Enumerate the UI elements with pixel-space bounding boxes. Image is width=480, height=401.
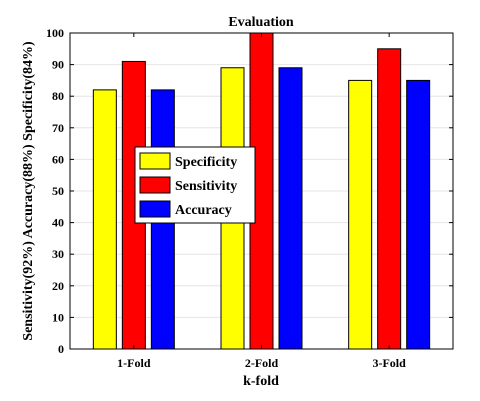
x-tick-label: 1-Fold: [117, 356, 151, 370]
legend-label-sensitivity: Sensitivity: [175, 179, 237, 194]
x-axis: 1-Fold 2-Fold 3-Fold: [117, 33, 406, 370]
y-tick-label: 0: [58, 342, 64, 356]
y-tick-label: 40: [52, 216, 64, 230]
y-axis: 0 10 20 30 40 50 60 70 80 90 100: [46, 26, 453, 356]
y-axis-label: Sensitivity(92%) Accuracy(88%) Specifici…: [21, 41, 36, 341]
y-tick-label: 100: [46, 26, 64, 40]
x-tick-label: 3-Fold: [372, 356, 406, 370]
legend-swatch-accuracy: [139, 200, 171, 218]
y-tick-label: 90: [52, 58, 64, 72]
bar-accuracy-2-fold: [278, 67, 303, 350]
y-tick-label: 50: [52, 184, 64, 198]
legend-swatch-specificity: [139, 152, 171, 170]
bar-specificity-1-fold: [92, 89, 117, 350]
legend-swatch-sensitivity: [139, 176, 171, 194]
y-tick-label: 10: [52, 310, 64, 324]
y-tick-label: 60: [52, 152, 64, 166]
chart-title: Evaluation: [228, 15, 294, 30]
y-tick-label: 70: [52, 121, 64, 135]
legend-label-specificity: Specificity: [175, 155, 237, 170]
y-tick-label: 80: [52, 89, 64, 103]
bar-specificity-3-fold: [348, 79, 373, 350]
y-tick-label: 30: [52, 247, 64, 261]
y-tick-label: 20: [52, 279, 64, 293]
legend: Specificity Sensitivity Accuracy: [134, 146, 256, 224]
bar-sensitivity-3-fold: [377, 48, 402, 350]
x-tick-label: 2-Fold: [245, 356, 279, 370]
legend-label-accuracy: Accuracy: [175, 203, 232, 218]
bar-accuracy-3-fold: [406, 79, 431, 350]
x-axis-label: k-fold: [243, 374, 279, 389]
